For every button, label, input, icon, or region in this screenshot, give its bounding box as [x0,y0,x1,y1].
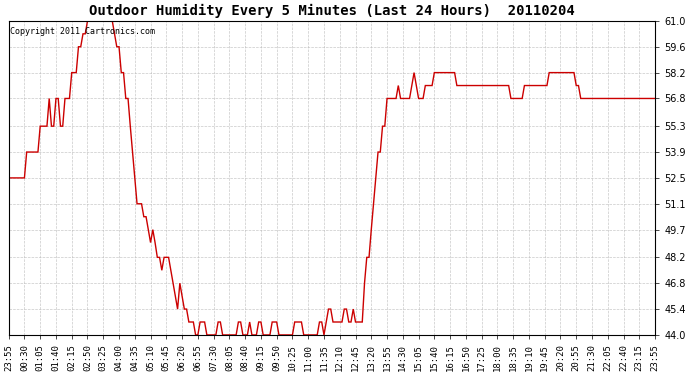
Text: Copyright 2011 Cartronics.com: Copyright 2011 Cartronics.com [10,27,155,36]
Title: Outdoor Humidity Every 5 Minutes (Last 24 Hours)  20110204: Outdoor Humidity Every 5 Minutes (Last 2… [89,4,575,18]
